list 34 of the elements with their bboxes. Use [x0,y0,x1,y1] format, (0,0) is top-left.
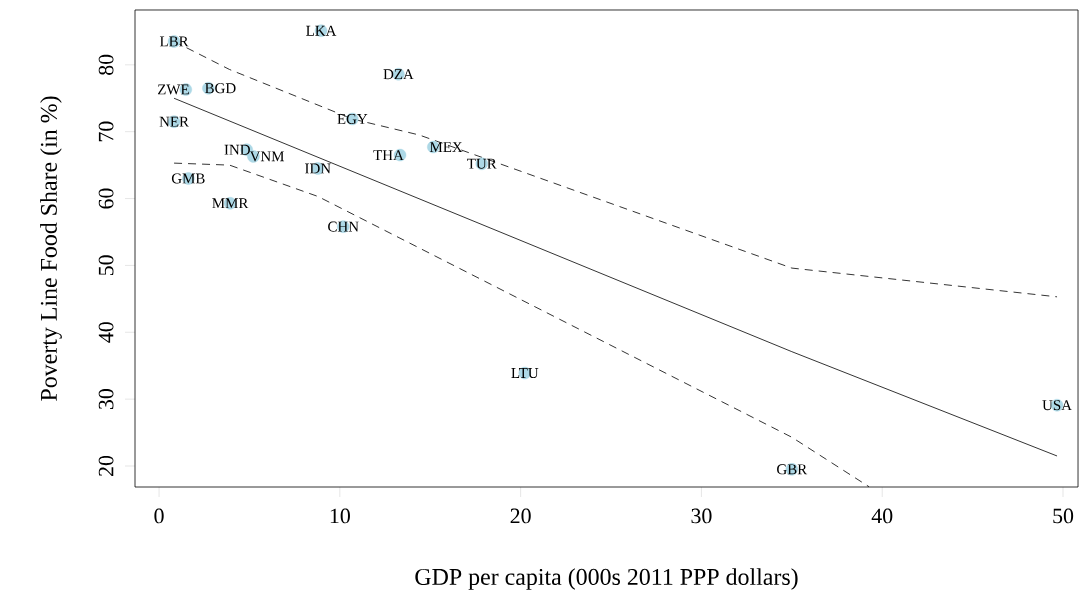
y-tick-label: 70 [98,121,114,142]
annotation: MMR [212,198,249,209]
y-tick-label: 80 [98,54,114,75]
y-tick-label: 20 [98,455,114,476]
x-tick-label: 10 [330,508,350,524]
annotation: IDN [305,163,331,174]
annotation: MEX [429,142,463,152]
annotation: NER [159,116,189,127]
annotation: TUR [467,158,497,169]
x-tick-label: 0 [154,508,164,524]
annotation: BGD [205,83,236,94]
annotation: ZWE [157,84,189,95]
y-tick-label: 30 [98,389,114,410]
annotation: GBR [777,464,808,475]
x-tick-label: 50 [1053,508,1074,524]
y-tick-label: 40 [98,322,114,343]
annotation: THA [373,150,404,161]
y-axis-title: Poverty Line Food Share (in %) [40,96,62,401]
annotation: LTU [511,368,539,379]
x-tick-label: 30 [691,508,712,524]
annotation: EGY [337,113,368,124]
x-tick-label: 40 [871,508,893,524]
annotation: VNM [249,151,285,162]
annotation: CHN [328,221,359,232]
annotation: IND [224,144,250,155]
x-tick-label: 20 [510,508,531,524]
y-tick-label: 60 [98,188,114,209]
annotation: LBR [159,36,189,47]
x-axis-title: GDP per capita (000s 2011 PPP dollars) [415,568,798,590]
annotation: USA [1042,400,1072,411]
annotation: GMB [171,173,205,184]
annotation: LKA [306,25,337,36]
annotation: DZA [383,69,414,80]
y-tick-label: 50 [98,255,114,276]
